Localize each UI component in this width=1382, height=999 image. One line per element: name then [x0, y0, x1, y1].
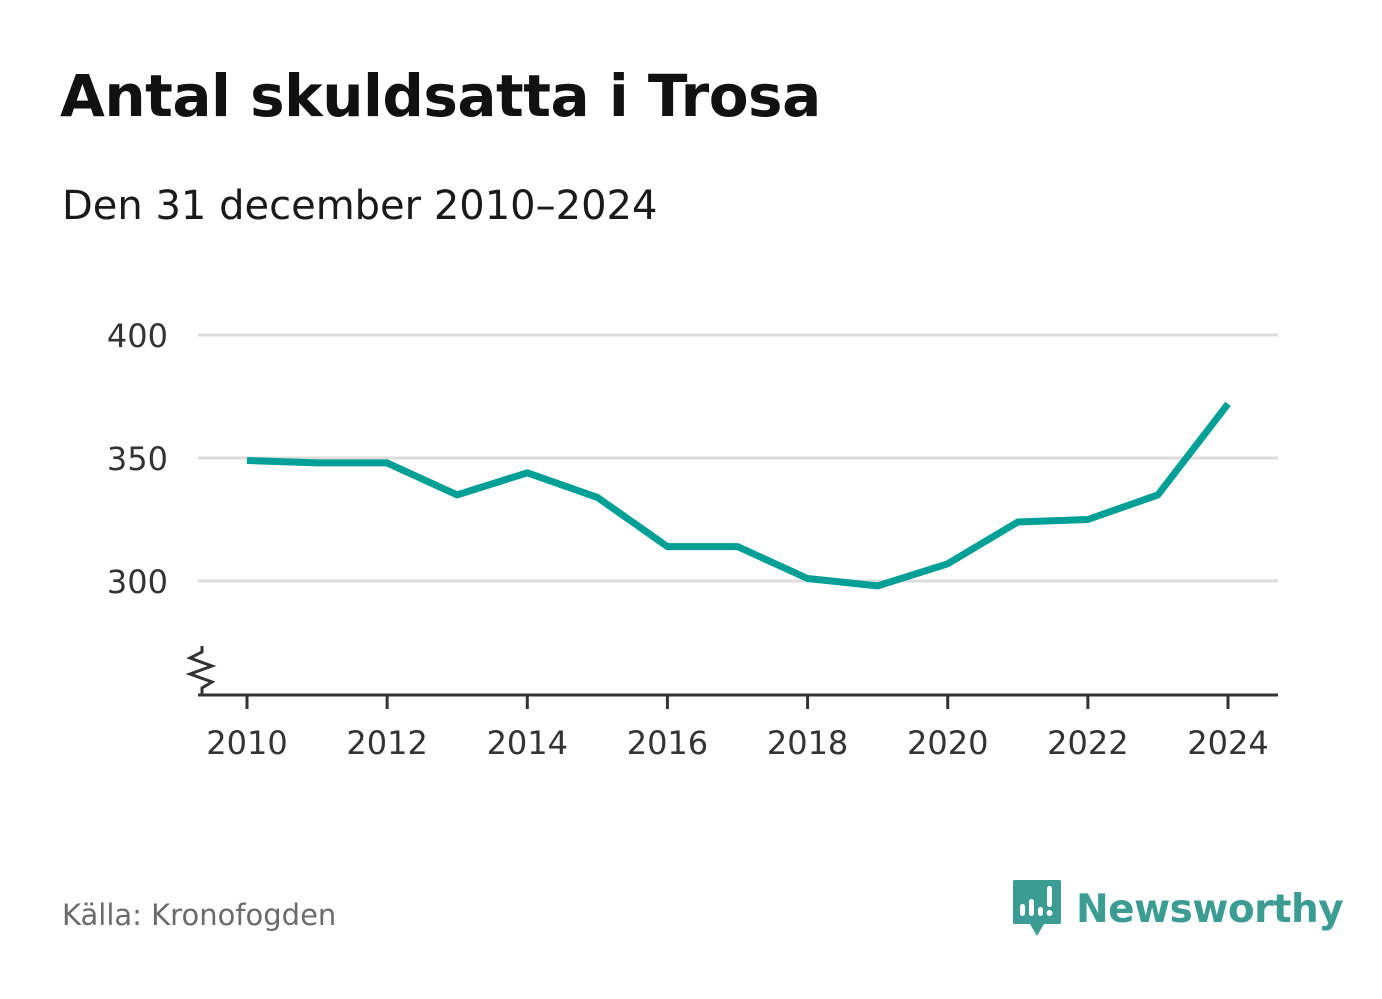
x-tick-label: 2018: [767, 724, 848, 762]
y-tick-label: 400: [107, 317, 168, 355]
y-axis-labels: 300 350 400: [107, 317, 168, 601]
x-tick-label: 2012: [346, 724, 427, 762]
x-axis: 2010 2012 2014 2016 2018 2020 2022 2024: [198, 693, 1278, 762]
x-tick-label: 2020: [907, 724, 988, 762]
chart-subtitle: Den 31 december 2010–2024: [62, 183, 658, 229]
chart-title: Antal skuldsatta i Trosa: [60, 62, 821, 130]
y-tick-label: 300: [107, 563, 168, 601]
series-line: [246, 401, 1231, 590]
brand-name: Newsworthy: [1076, 886, 1344, 932]
gridlines: [198, 333, 1278, 583]
x-tick-label: 2016: [627, 724, 708, 762]
newsworthy-logo-icon: [1013, 880, 1061, 936]
x-tick-label: 2022: [1047, 724, 1128, 762]
x-tick-label: 2010: [206, 724, 287, 762]
axis-break-zigzag: [185, 646, 217, 695]
x-tick-label: 2014: [487, 724, 568, 762]
brand-logo: Newsworthy: [1012, 878, 1344, 940]
source-credit: Källa: Kronofogden: [62, 898, 337, 932]
y-tick-label: 350: [107, 440, 168, 478]
series-layer: [246, 401, 1231, 590]
x-tick-label: 2024: [1187, 724, 1268, 762]
axis-break-icon: [185, 646, 217, 695]
